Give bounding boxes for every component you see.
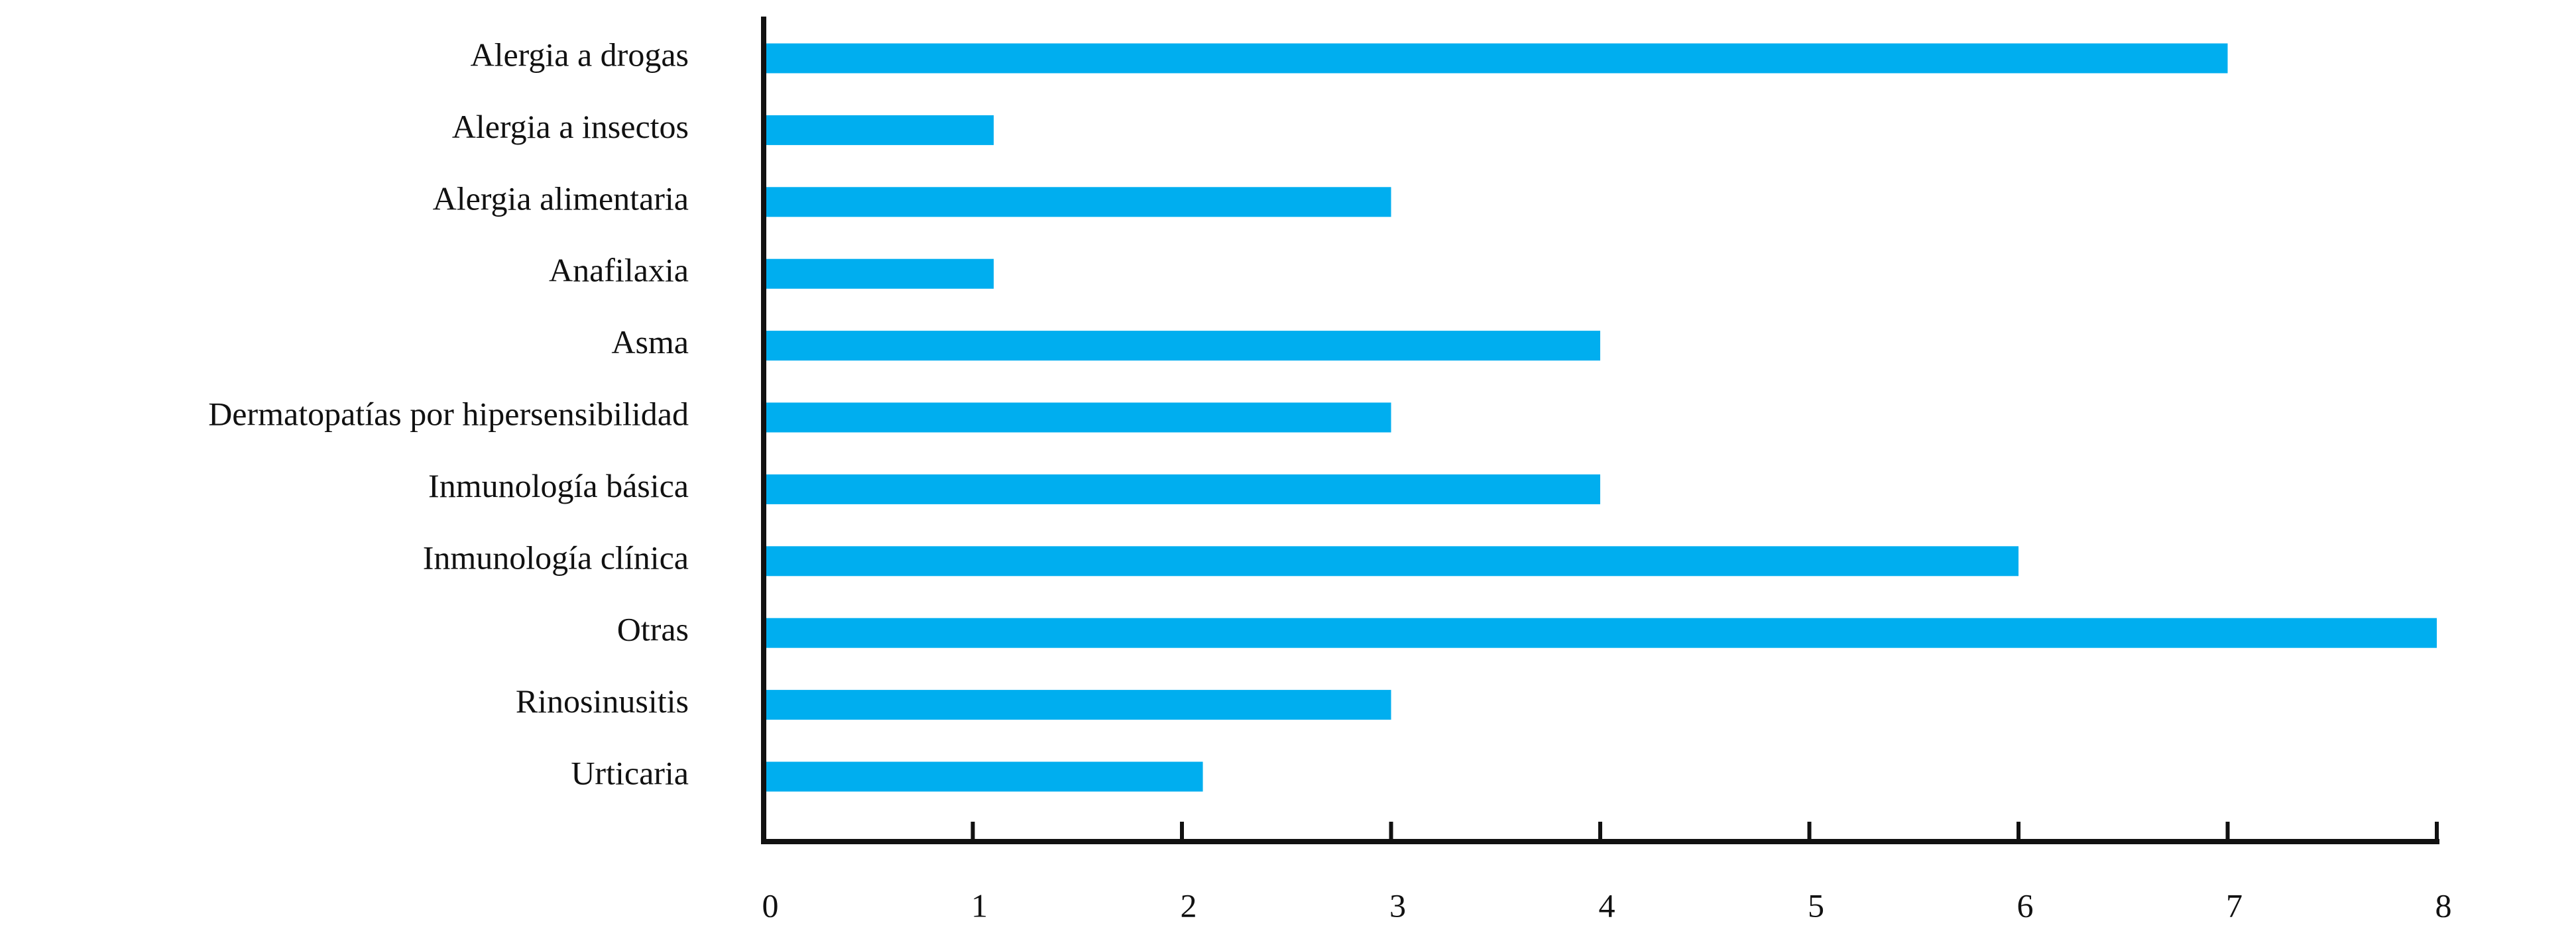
y-tick-label: Asma — [611, 323, 689, 360]
x-tick-label: 8 — [2435, 887, 2452, 924]
bar — [764, 618, 2437, 648]
y-tick-label: Otras — [617, 611, 689, 648]
y-tick-label: Anafilaxia — [549, 252, 689, 289]
bar — [764, 43, 2228, 74]
bar — [764, 115, 994, 145]
y-tick-label: Urticaria — [571, 754, 689, 791]
bar — [764, 331, 1600, 361]
y-tick-label: Inmunología básica — [428, 467, 689, 504]
y-tick-label: Alergia a drogas — [470, 36, 689, 73]
bar — [764, 474, 1600, 504]
x-tick-label: 5 — [1808, 887, 1824, 924]
bar — [764, 258, 994, 289]
x-tick-label: 7 — [2226, 887, 2243, 924]
bar — [764, 402, 1391, 433]
x-tick-label: 0 — [762, 887, 779, 924]
x-tick-label: 3 — [1389, 887, 1406, 924]
x-tick-label: 2 — [1181, 887, 1197, 924]
y-tick-label: Alergia a insectos — [452, 108, 689, 145]
y-tick-label: Alergia alimentaria — [433, 180, 689, 217]
y-tick-label: Dermatopatías por hipersensibilidad — [208, 395, 689, 432]
y-tick-label: Rinosinusitis — [516, 683, 689, 720]
x-tick-label: 4 — [1599, 887, 1615, 924]
x-tick-label: 1 — [971, 887, 988, 924]
bar — [764, 690, 1391, 720]
x-tick-label: 6 — [2017, 887, 2034, 924]
bar — [764, 187, 1391, 217]
bar — [764, 546, 2019, 577]
y-tick-label: Inmunología clínica — [423, 539, 689, 576]
bar — [764, 761, 1203, 792]
